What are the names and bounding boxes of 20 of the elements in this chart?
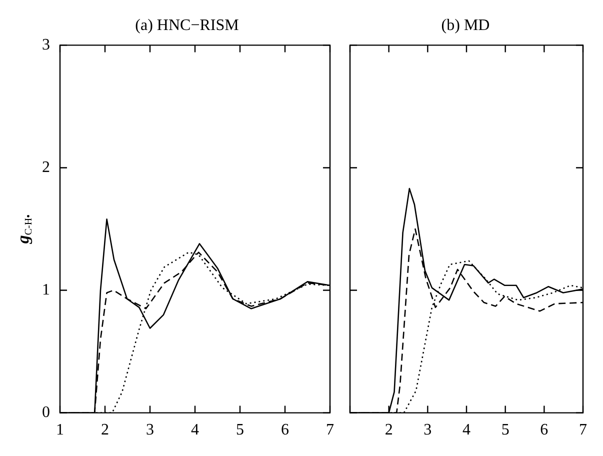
x-tick-label: 7 bbox=[579, 422, 587, 439]
chart-title: (b) MD bbox=[441, 16, 490, 34]
x-tick-label: 6 bbox=[540, 422, 548, 439]
y-tick-label: 0 bbox=[42, 404, 50, 422]
x-tick-label: 5 bbox=[236, 422, 244, 439]
x-tick-label: 2 bbox=[384, 422, 393, 439]
y-tick-label: 3 bbox=[42, 36, 50, 54]
x-tick-label: 3 bbox=[146, 422, 154, 439]
x-tick-label: 5 bbox=[501, 422, 510, 439]
chart-title: (a) HNC−RISM bbox=[135, 16, 239, 34]
x-tick-label: 1 bbox=[56, 422, 64, 439]
x-tick-label: 2 bbox=[101, 422, 109, 439]
x-tick-label: 6 bbox=[281, 422, 289, 439]
x-tick-label: 7 bbox=[326, 422, 334, 439]
y-tick-label: 1 bbox=[42, 281, 50, 298]
y-axis-title: gC-H• bbox=[13, 214, 35, 245]
x-tick-label: 4 bbox=[462, 422, 470, 439]
x-tick-label: 3 bbox=[424, 422, 432, 439]
y-tick-label: 2 bbox=[42, 158, 50, 176]
x-tick-label: 4 bbox=[191, 422, 199, 439]
